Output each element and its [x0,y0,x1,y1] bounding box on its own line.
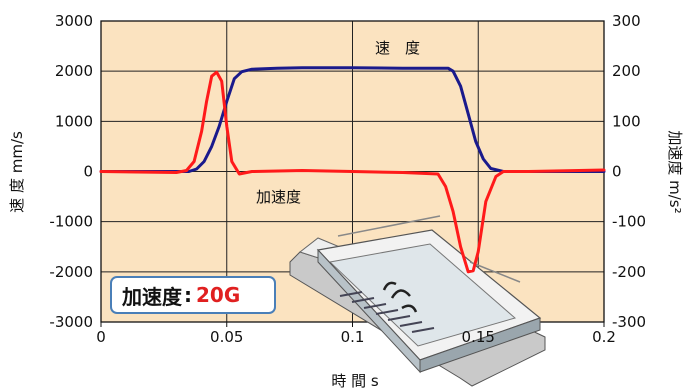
y-tick-label-left: -3000 [49,313,93,331]
velocity-series-line [99,66,606,173]
stage-coil [363,303,387,309]
stage-coil [339,291,363,297]
acceleration-badge: 加速度 : 20G [110,276,276,314]
y-tick-label-right: -200 [612,263,646,281]
badge-colon: : [184,283,192,307]
y-tick-label-right: 300 [612,12,641,30]
y-tick-label-left: -2000 [49,263,93,281]
y-tick-label-right: -300 [612,313,646,331]
axis-titles: 時 間 s 速 度 mm/s 加速度 m/s² [8,130,684,389]
x-tick-label: 0.2 [592,328,616,346]
stage-coil [399,321,423,327]
stage-coil [411,327,435,333]
x-tick-label: 0.05 [210,328,243,346]
y-tick-label-right: 200 [612,62,641,80]
motion-streak [337,215,441,237]
y-tick-label-left: 0 [83,163,93,181]
velocity-label: 速 度 [375,39,420,57]
stage-top-plate [328,243,517,347]
linear-motor-stage-icon [289,215,546,387]
x-axis-title: 時 間 s [331,372,379,389]
acceleration-label: 加速度 [256,188,301,206]
y-tick-label-right: 100 [612,112,641,130]
motion-streak [469,261,521,283]
badge-label: 加速度 [122,284,182,309]
x-tick-label: 0.15 [462,328,495,346]
x-tick-label: 0.1 [341,328,365,346]
stage-coil [387,315,411,321]
y-tick-label-left: 3000 [55,12,93,30]
y-axis-title-left: 速 度 mm/s [8,131,26,213]
stage-front [317,248,421,374]
badge-value: 20G [196,283,241,307]
y-axis-title-right: 加速度 m/s² [666,130,684,213]
tick-labels: 3000200010000-1000-2000-30003002001000-1… [49,12,646,346]
stage-coil [351,297,375,303]
x-tick-label: 0 [96,328,106,346]
y-tick-label-right: -100 [612,213,646,231]
stage-coil [375,309,399,315]
stage-motion-swirl [382,281,418,313]
y-tick-label-left: -1000 [49,213,93,231]
y-tick-label-left: 2000 [55,62,93,80]
y-tick-label-left: 1000 [55,112,93,130]
acceleration-series-line [99,70,606,274]
y-tick-label-right: 0 [612,163,622,181]
